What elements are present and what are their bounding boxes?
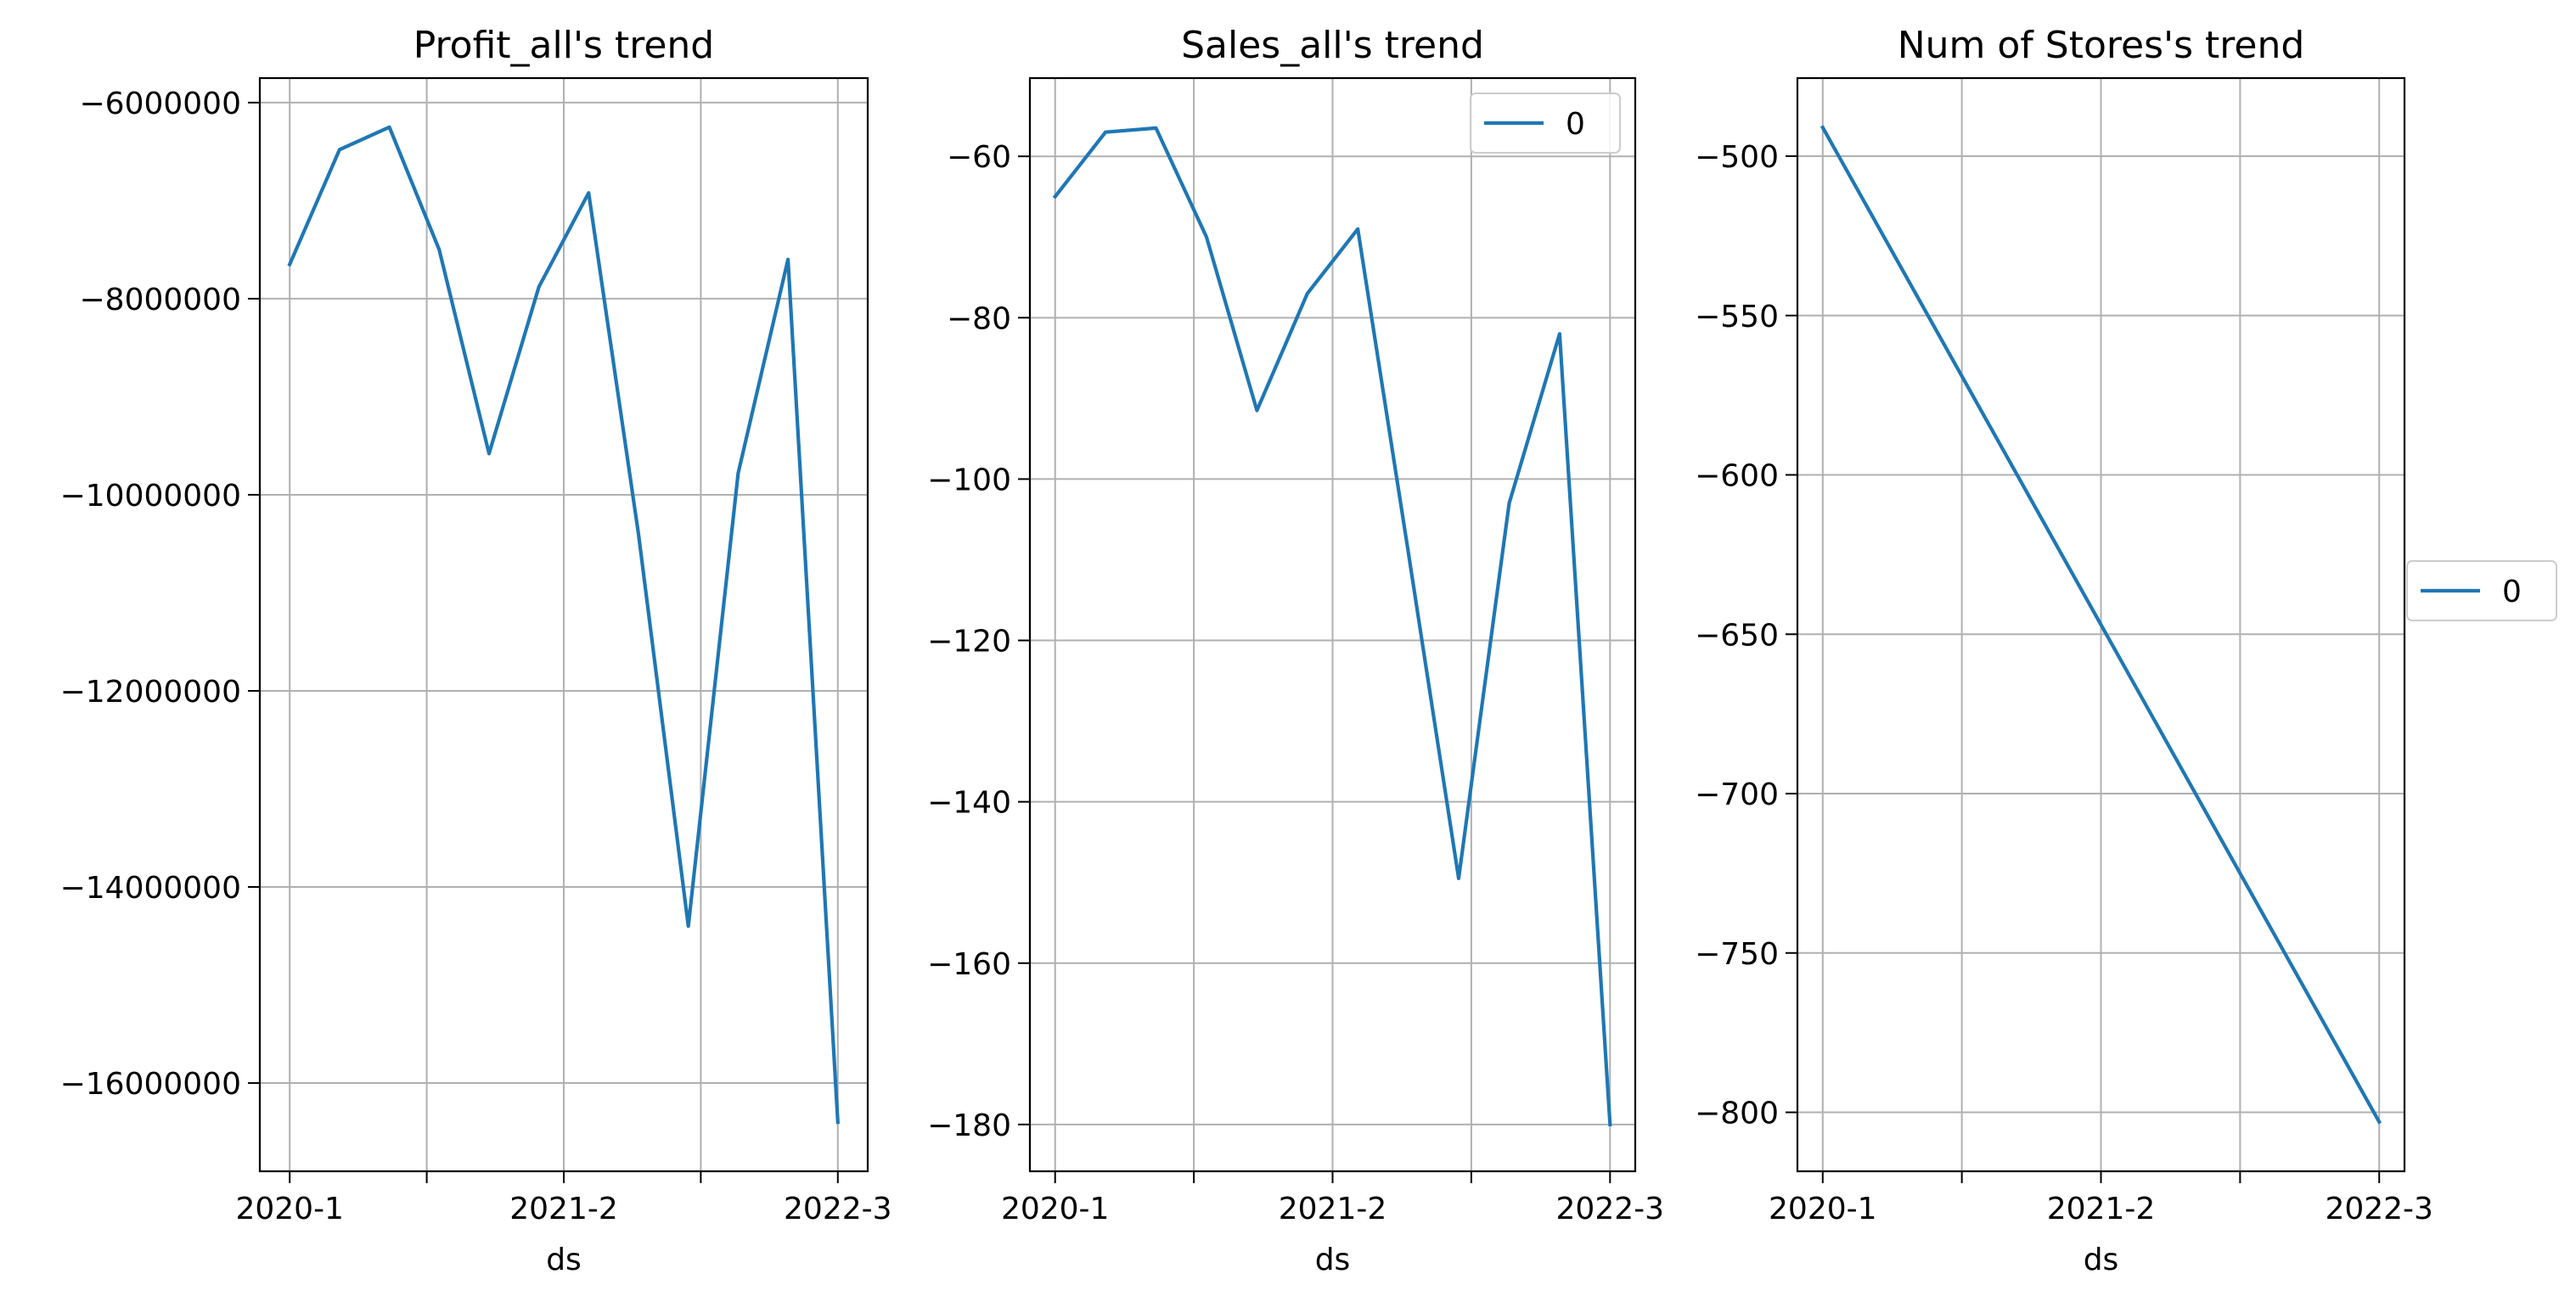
x-tick-label: 2020-1 — [235, 1192, 344, 1226]
x-tick-label: 2020-1 — [1769, 1192, 1877, 1226]
plot-frame — [1796, 76, 2406, 1173]
subplot-1: Profit_all's trend 2020-1 2021-2 2022-3 −600… — [60, 24, 892, 1277]
y-tick-label: −10000000 — [60, 479, 241, 514]
subplot-title: Num of Stores's trend — [1898, 24, 2305, 67]
legend-box — [1470, 93, 1621, 154]
legend-label: 0 — [2502, 575, 2522, 609]
y-tick-label: −80 — [947, 301, 1011, 336]
y-tick-label: −800 — [1695, 1097, 1779, 1131]
x-tick-label: 2021-2 — [2047, 1192, 2156, 1226]
plot-frame — [1028, 76, 1637, 1173]
subplot-3: Num of Stores's trend 2020-1 2021-2 2022-3 −… — [1695, 24, 2557, 1277]
series-line — [287, 125, 841, 1125]
x-tick-label: 2021-2 — [509, 1192, 618, 1226]
y-tick-label: −500 — [1695, 140, 1779, 175]
x-tick-label: 2021-2 — [1279, 1192, 1387, 1226]
y-tick-label: −160 — [927, 947, 1011, 982]
x-tick-label: 2020-1 — [1001, 1192, 1110, 1226]
y-tick-label: −600 — [1695, 459, 1779, 494]
y-tick-label: −12000000 — [60, 675, 241, 710]
y-tick-label: −650 — [1695, 618, 1779, 653]
y-tick-label: −550 — [1695, 300, 1779, 334]
x-tick-label: 2022-3 — [2325, 1192, 2433, 1226]
x-tick-label: 2022-3 — [1556, 1192, 1665, 1226]
y-tick-label: −14000000 — [60, 871, 241, 906]
y-tick-label: −140 — [927, 786, 1011, 821]
legend-label: 0 — [1566, 107, 1585, 142]
y-tick-label: −16000000 — [60, 1067, 241, 1102]
y-tick-label: −700 — [1695, 777, 1779, 812]
x-tick-label: 2022-3 — [784, 1192, 892, 1226]
y-tick-label: −8000000 — [80, 283, 242, 317]
y-tick-label: −180 — [927, 1108, 1011, 1143]
series-line — [1820, 125, 2382, 1125]
y-tick-label: −750 — [1695, 937, 1779, 972]
subplot-title: Sales_all's trend — [1181, 24, 1484, 67]
y-tick-label: −6000000 — [80, 87, 242, 121]
y-tick-label: −120 — [927, 625, 1011, 659]
x-axis-label: ds — [2084, 1243, 2119, 1277]
subplot-2: Sales_all's trend 2020-1 2021-2 2022-3 −60 −8… — [927, 24, 1664, 1277]
y-tick-label: −60 — [947, 140, 1011, 175]
y-tick-label: −100 — [927, 463, 1011, 497]
x-axis-label: ds — [546, 1243, 582, 1277]
legend-box — [2406, 560, 2557, 621]
subplot-title: Profit_all's trend — [413, 24, 714, 67]
plot-frame — [258, 76, 869, 1173]
legend: 0 — [2406, 560, 2557, 621]
series-line — [1052, 126, 1612, 1127]
legend: 0 — [1470, 93, 1621, 154]
x-axis-label: ds — [1315, 1243, 1351, 1277]
